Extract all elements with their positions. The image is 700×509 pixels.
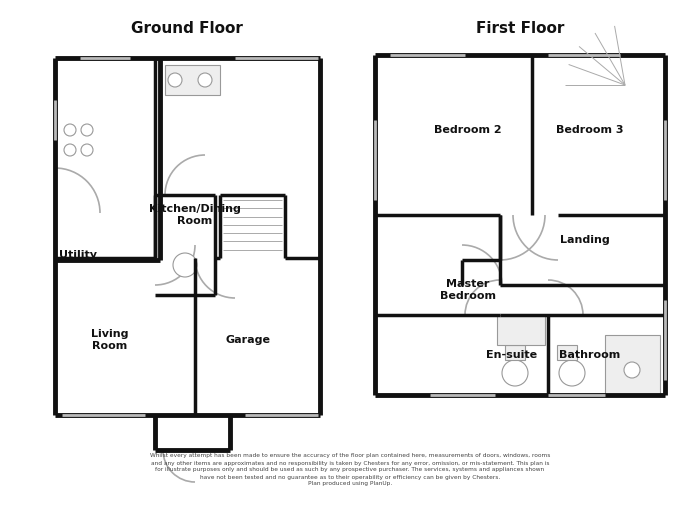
- Bar: [605, 335, 660, 395]
- Text: Bedroom 3: Bedroom 3: [556, 125, 624, 135]
- Circle shape: [64, 144, 76, 156]
- Bar: [165, 65, 220, 95]
- Text: First Floor: First Floor: [476, 20, 564, 36]
- Text: Living
Room: Living Room: [91, 329, 129, 351]
- Text: Garage: Garage: [225, 335, 270, 345]
- Text: Kitchen/Dining
Room: Kitchen/Dining Room: [149, 204, 241, 226]
- Circle shape: [173, 253, 197, 277]
- Bar: [557, 345, 577, 360]
- Circle shape: [168, 73, 182, 87]
- Circle shape: [81, 124, 93, 136]
- Circle shape: [81, 144, 93, 156]
- Circle shape: [198, 73, 212, 87]
- Text: Bathroom: Bathroom: [559, 350, 621, 360]
- Text: Utility: Utility: [59, 250, 97, 260]
- Text: Whilst every attempt has been made to ensure the accuracy of the floor plan cont: Whilst every attempt has been made to en…: [150, 454, 550, 487]
- Circle shape: [64, 124, 76, 136]
- Text: Master
Bedroom: Master Bedroom: [440, 279, 496, 301]
- Circle shape: [624, 362, 640, 378]
- Text: En-suite: En-suite: [486, 350, 538, 360]
- Text: Bedroom 2: Bedroom 2: [434, 125, 502, 135]
- Text: Ground Floor: Ground Floor: [131, 20, 243, 36]
- Circle shape: [502, 360, 528, 386]
- Bar: [505, 345, 525, 360]
- Bar: [497, 315, 545, 345]
- Text: Landing: Landing: [560, 235, 610, 245]
- Circle shape: [559, 360, 585, 386]
